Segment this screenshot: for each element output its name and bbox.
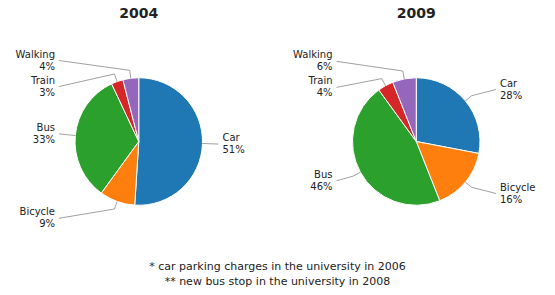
slice-label: Walking (293, 49, 332, 60)
pie-chart: Car51% Bicycle9% Bus33% Train3% Walking4% (16, 49, 245, 230)
slice-label: Walking (16, 49, 55, 60)
chart-title: 2009 (397, 5, 436, 21)
chart-title: 2004 (119, 5, 158, 21)
slices (75, 78, 203, 206)
leader-line (337, 79, 386, 88)
leader-line (59, 134, 75, 136)
slice-label: Bicycle (500, 182, 535, 193)
data-label: 6% (317, 61, 333, 72)
leader-line (337, 172, 361, 181)
leader-line (465, 89, 496, 100)
slice-label: Bus (314, 169, 332, 180)
slice-label: Car (223, 132, 241, 143)
data-label: 28% (500, 89, 522, 100)
pie-slice (393, 78, 416, 142)
leader-line (59, 74, 117, 87)
footnote: ** new bus stop in the university in 200… (165, 275, 391, 288)
slices (353, 78, 480, 205)
data-label: 4% (39, 61, 55, 72)
footnote: * car parking charges in the university … (149, 260, 406, 273)
data-labels: Car51% Bicycle9% Bus33% Train3% Walking4% (16, 49, 245, 230)
slice-label: Train (30, 75, 55, 86)
slice-label: Bicycle (20, 206, 55, 217)
pie-chart: Car28% Bicycle16% Bus46% Train4% Walking6% (293, 49, 535, 205)
leader-line (202, 143, 218, 145)
pie-slice (416, 78, 480, 154)
pie-slice (123, 78, 139, 142)
pie-slice (135, 78, 203, 206)
data-label: 33% (33, 134, 55, 145)
leader-line (59, 61, 131, 79)
data-label: 4% (317, 87, 333, 98)
figure: Car51%Bicycle9%Bus33%Train3%Walking4%200… (0, 0, 555, 295)
slice-label: Car (500, 77, 518, 88)
data-label: 46% (310, 181, 332, 192)
leader-line (59, 201, 117, 218)
data-label: 51% (223, 144, 245, 155)
slice-label: Bus (37, 122, 55, 133)
slice-label: Train (308, 75, 333, 86)
data-labels: Car28% Bicycle16% Bus46% Train4% Walking6% (293, 49, 535, 204)
leader-line (337, 61, 405, 79)
data-label: 16% (500, 194, 522, 205)
leader-line (465, 182, 496, 193)
data-label: 9% (39, 218, 55, 229)
data-label: 3% (39, 87, 55, 98)
